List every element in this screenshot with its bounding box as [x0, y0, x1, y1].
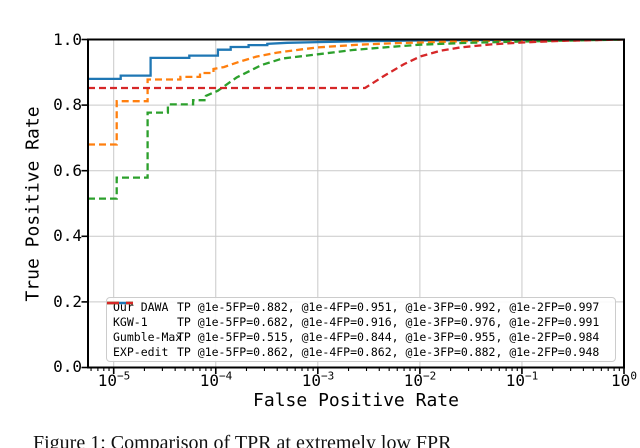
legend-row: EXP-edit TP @1e-5FP=0.862, @1e-4FP=0.862… — [107, 301, 609, 359]
roc-curve-our-dawa — [88, 39, 624, 81]
x-tick-label: 10−3 — [301, 369, 335, 390]
legend-series-name: KGW-1 — [113, 315, 148, 330]
legend-row: Our DAWA TP @1e-5FP=0.882, @1e-4FP=0.951… — [107, 300, 609, 315]
x-axis-label: False Positive Rate — [253, 390, 459, 411]
legend-row: Gumble-Max TP @1e-5FP=0.515, @1e-4FP=0.8… — [107, 301, 609, 345]
legend-series-name: Gumble-Max — [113, 329, 183, 344]
roc-curve-kgw-1 — [88, 39, 624, 146]
roc-curve-exp-edit — [88, 39, 624, 90]
axes-spines — [87, 38, 625, 369]
y-tick-label: 0.4 — [53, 226, 82, 245]
figure-caption: Figure 1: Comparison of TPR at extremely… — [33, 432, 452, 448]
x-tick-label: 10−1 — [505, 369, 539, 390]
x-tick-label: 10−5 — [97, 369, 131, 390]
y-tick-label: 0.0 — [53, 357, 82, 376]
y-tick-label: 0.2 — [53, 292, 82, 311]
y-axis-label: True Positive Rate — [22, 106, 44, 302]
x-tick-label: 10−2 — [403, 369, 437, 390]
legend-series-stats: TP @1e-5FP=0.862, @1e-4FP=0.862, @1e-3FP… — [177, 344, 600, 359]
legend-series-stats: TP @1e-5FP=0.682, @1e-4FP=0.916, @1e-3FP… — [177, 315, 600, 330]
y-tick-label: 0.6 — [53, 161, 82, 180]
y-tick-label: 0.8 — [53, 95, 82, 114]
x-tick-label: 10−4 — [199, 369, 233, 390]
legend-series-name: EXP-edit — [113, 344, 169, 359]
plot-legend: Our DAWA TP @1e-5FP=0.882, @1e-4FP=0.951… — [106, 297, 616, 362]
legend-series-stats: TP @1e-5FP=0.882, @1e-4FP=0.951, @1e-3FP… — [177, 300, 600, 315]
x-tick-label: 100 — [611, 369, 637, 390]
roc-curve-gumble-max — [88, 39, 624, 200]
legend-line-sample — [107, 301, 133, 305]
y-tick-label: 1.0 — [53, 30, 82, 49]
legend-row: KGW-1 TP @1e-5FP=0.682, @1e-4FP=0.916, @… — [107, 301, 609, 330]
legend-series-stats: TP @1e-5FP=0.515, @1e-4FP=0.844, @1e-3FP… — [177, 329, 600, 344]
